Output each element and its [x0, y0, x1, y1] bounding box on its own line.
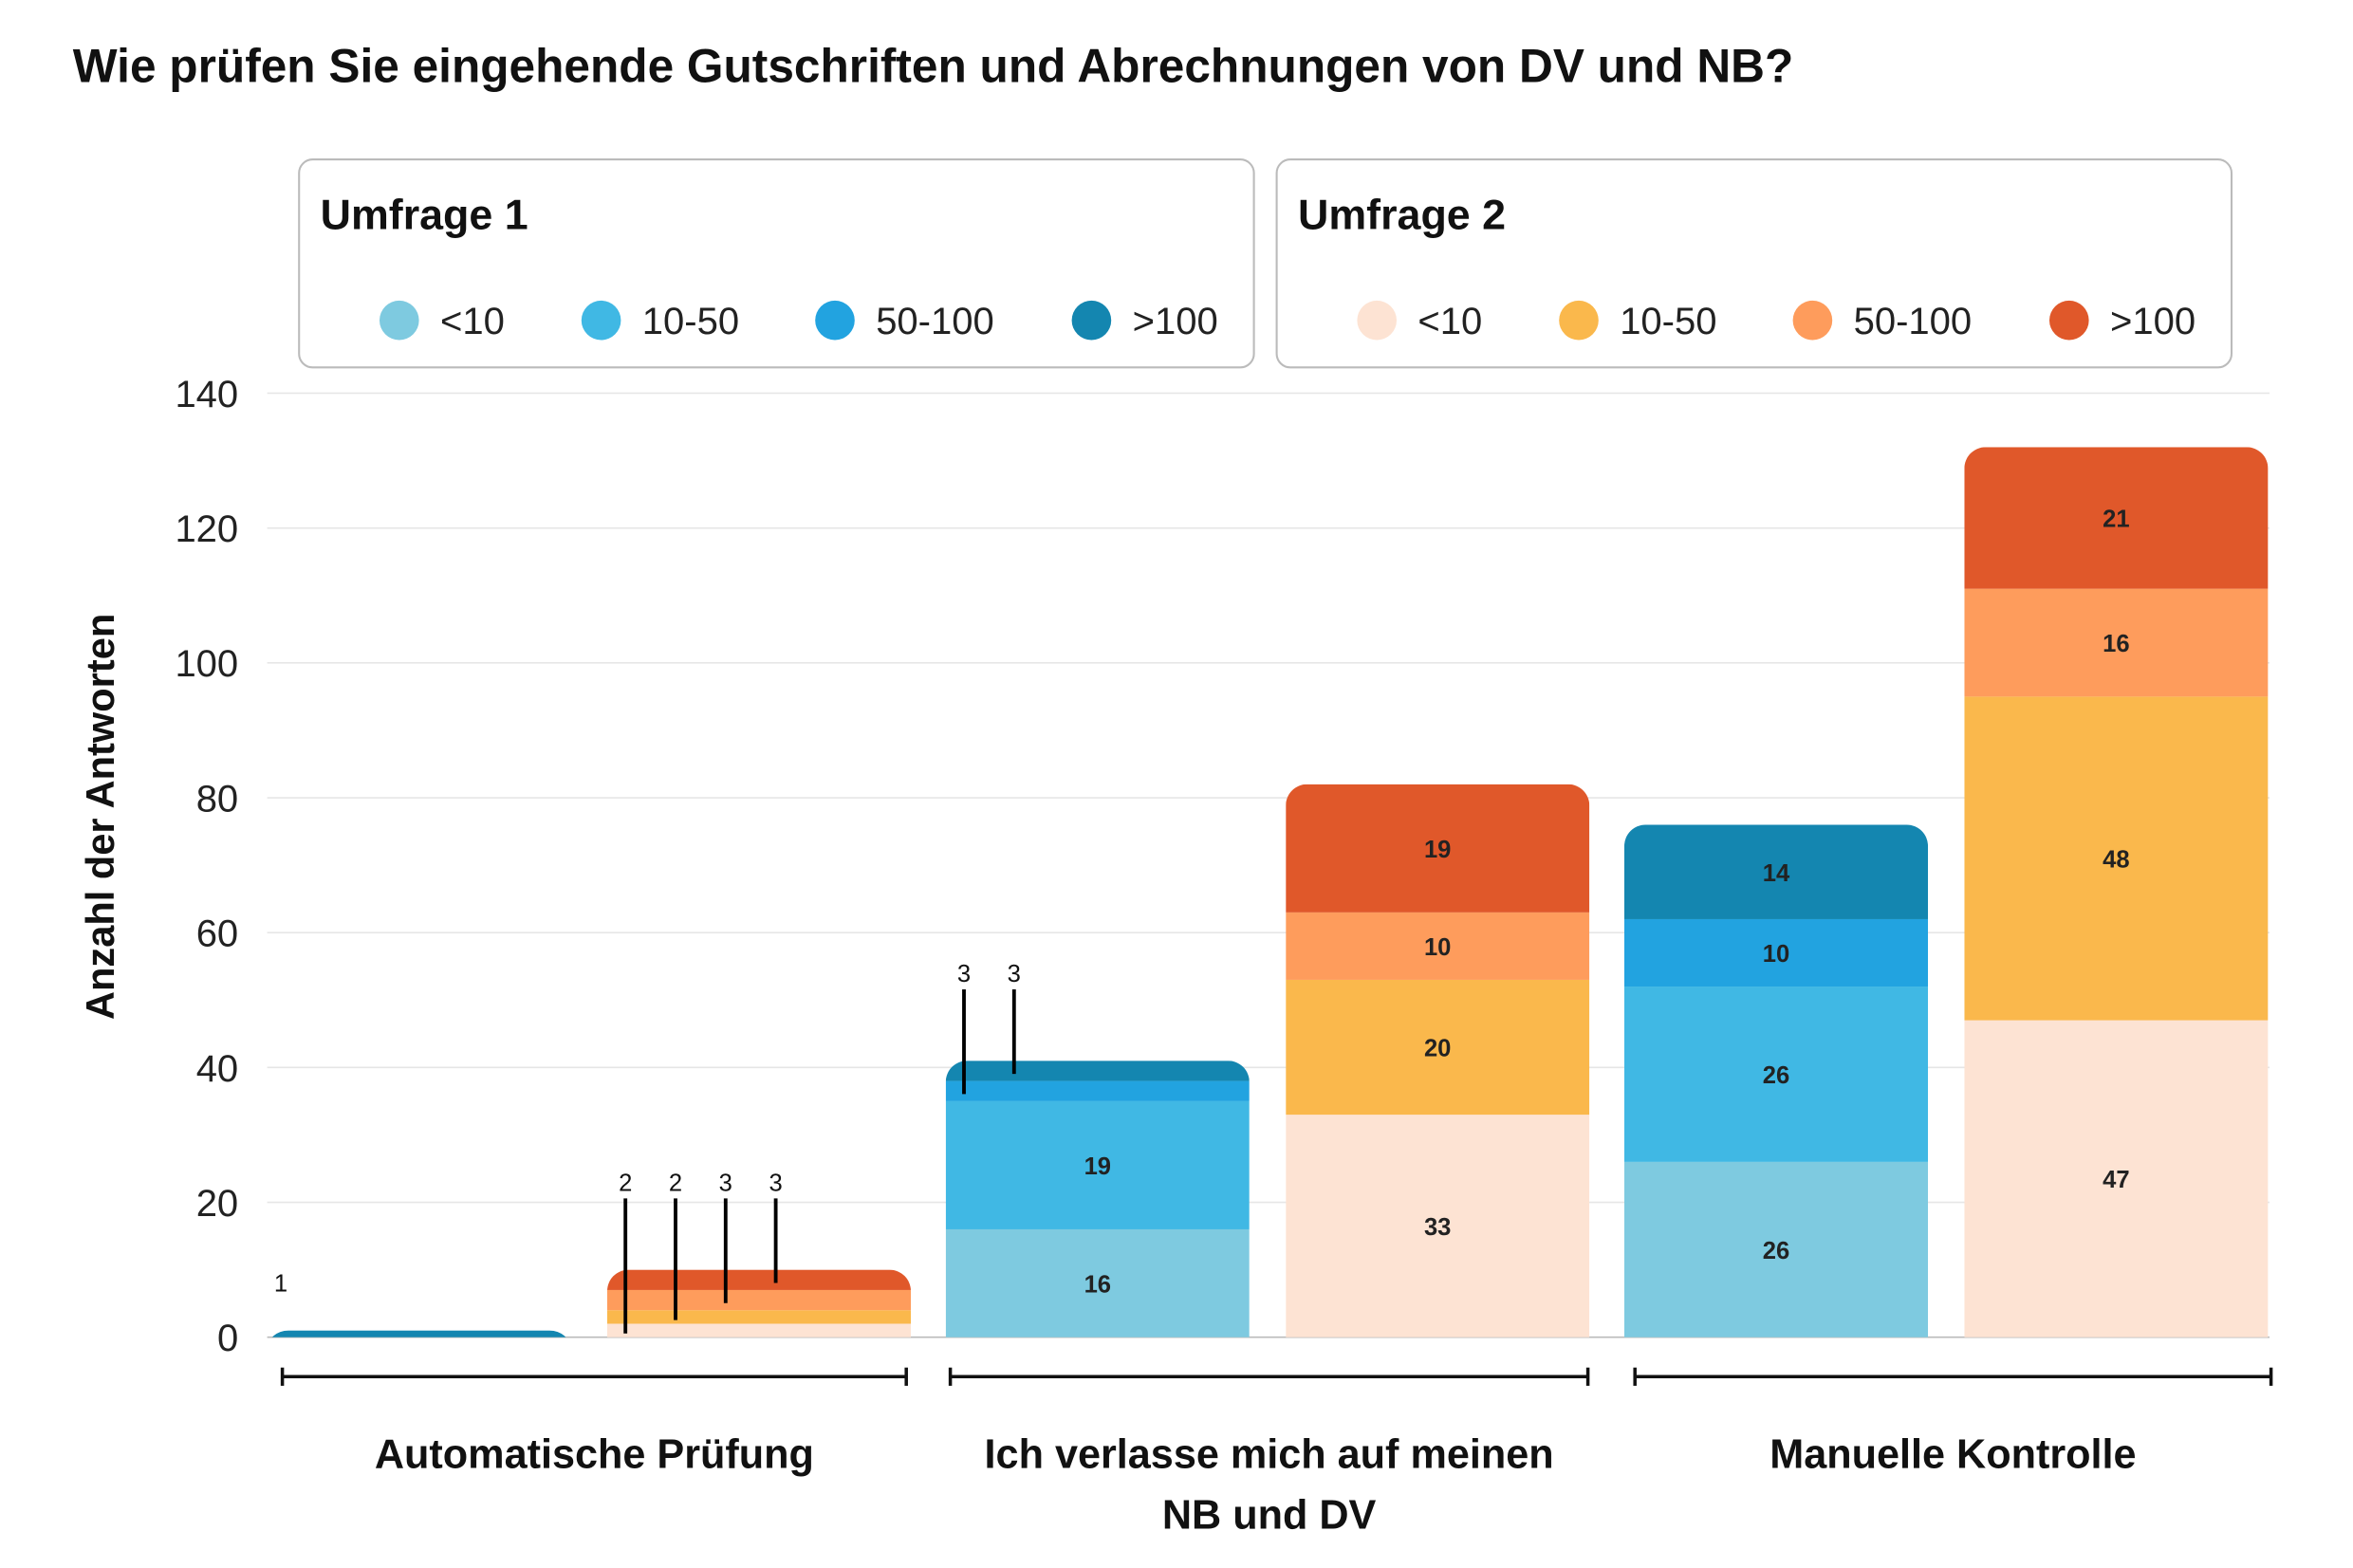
bar-segment: [945, 1100, 1250, 1229]
bar-segment: [945, 1080, 1250, 1101]
data-label: 48: [2103, 847, 2129, 874]
bar-stack: [267, 1330, 571, 1337]
legend-group-title: Umfrage 1: [321, 192, 528, 239]
bar-segment: [1624, 918, 1928, 987]
data-label: 3: [719, 1170, 732, 1196]
data-label: 3: [769, 1170, 782, 1196]
data-label: 19: [1084, 1153, 1111, 1180]
legend-label: 50-100: [1854, 301, 1973, 342]
y-tick-label: 60: [196, 913, 239, 955]
data-label: 2: [619, 1170, 632, 1196]
bar-segment: [1286, 979, 1590, 1116]
data-label: 10: [1424, 934, 1451, 961]
bar-segment: [1624, 987, 1928, 1162]
bar-segment: [1624, 824, 1928, 919]
data-label: 16: [2103, 631, 2129, 657]
data-label: 26: [1763, 1062, 1789, 1089]
legend-label: 50-100: [876, 301, 994, 342]
data-label: 33: [1424, 1214, 1451, 1241]
bar-segment: [607, 1269, 911, 1290]
y-tick-label: 120: [175, 508, 238, 550]
bar-segment: [1964, 1020, 2269, 1337]
legend-box: [1275, 158, 2233, 369]
bar-stack: [1624, 824, 1928, 1337]
chart-title: Wie prüfen Sie eingehende Gutschriften u…: [73, 40, 1793, 93]
bar-segment: [1286, 1115, 1590, 1337]
data-label: 20: [1424, 1036, 1451, 1062]
data-label: 47: [2103, 1167, 2129, 1193]
bar-segment: [267, 1330, 571, 1337]
y-tick-label: 80: [196, 778, 239, 820]
y-tick-label: 40: [196, 1048, 239, 1090]
y-tick-label: 140: [175, 374, 238, 415]
x-category-label: Ich verlasse mich auf meinen: [985, 1431, 1554, 1477]
bar-segment: [1964, 447, 2269, 589]
legend-swatch: [581, 300, 621, 341]
legend-label: <10: [1417, 301, 1482, 342]
legend-box: [298, 158, 1255, 369]
y-tick-label: 20: [196, 1183, 239, 1225]
data-label: 3: [1008, 961, 1021, 987]
bar-segment: [1964, 696, 2269, 1021]
legend-label: 10-50: [642, 301, 739, 342]
bar-segment: [607, 1289, 911, 1311]
legend-swatch: [1792, 300, 1833, 341]
y-tick-label: 0: [217, 1318, 238, 1359]
data-label: 10: [1763, 941, 1789, 968]
bar-segment: [1286, 912, 1590, 980]
x-category-label: NB und DV: [1162, 1492, 1377, 1538]
legend-label: >100: [2110, 301, 2196, 342]
legend-label: >100: [1133, 301, 1218, 342]
data-label: 3: [957, 961, 971, 987]
bar-stack: [607, 1269, 911, 1337]
legend-swatch: [1559, 300, 1599, 341]
legend-swatch: [1357, 300, 1397, 341]
bar-segment: [1964, 588, 2269, 697]
bar-segment: [1286, 784, 1590, 913]
bar-segment: [607, 1323, 911, 1337]
legend-label: 10-50: [1620, 301, 1716, 342]
data-label: 19: [1424, 837, 1451, 863]
legend-swatch: [815, 300, 855, 341]
data-label: 21: [2103, 507, 2129, 533]
x-category-label: Manuelle Kontrolle: [1769, 1431, 2136, 1477]
bar-segment: [607, 1310, 911, 1324]
data-label: 1: [274, 1271, 287, 1298]
y-tick-label: 100: [175, 643, 238, 685]
legend-swatch: [1071, 300, 1112, 341]
data-label: 16: [1084, 1271, 1111, 1298]
data-label: 2: [669, 1170, 682, 1196]
legend-group-title: Umfrage 2: [1298, 192, 1506, 239]
bar-stack: [1964, 447, 2269, 1337]
data-label: 26: [1763, 1238, 1789, 1264]
x-category-label: Automatische Prüfung: [375, 1431, 814, 1477]
bar-segment: [945, 1061, 1250, 1081]
bar-stack: [945, 1061, 1250, 1337]
bar-segment: [945, 1228, 1250, 1337]
legend-swatch: [380, 300, 419, 341]
y-axis-label: Anzahl der Antworten: [78, 614, 122, 1020]
bar-stack: [1286, 784, 1590, 1337]
legend-label: <10: [440, 301, 505, 342]
legend-swatch: [2049, 300, 2089, 341]
data-label: 14: [1763, 860, 1790, 887]
bar-segment: [1624, 1161, 1928, 1337]
